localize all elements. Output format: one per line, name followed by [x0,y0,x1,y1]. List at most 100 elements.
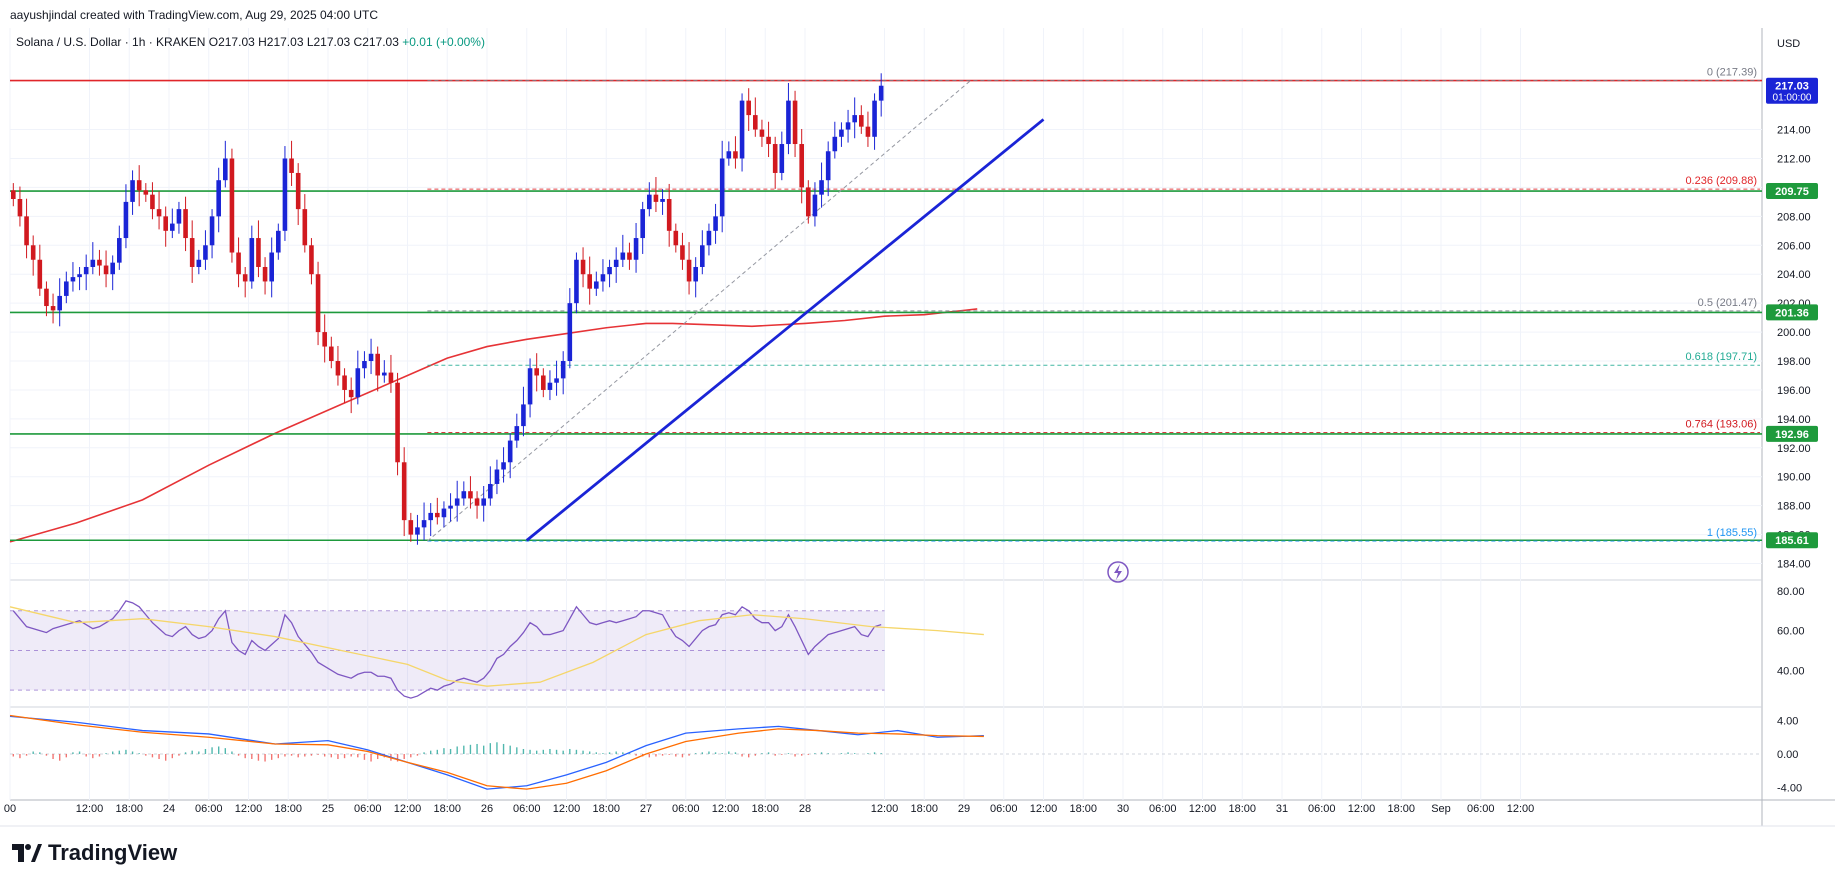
fib-level-label: 0.5 (201.47) [1698,297,1757,309]
candle-body [362,361,367,369]
time-tick-label: 18:00 [115,803,143,815]
candle-body [11,190,16,199]
symbol-info: Solana / U.S. Dollar · 1h · KRAKEN O217.… [16,35,485,49]
time-tick-label: 29 [958,803,970,815]
candle-body [753,115,758,130]
replay-icon-bolt [1114,564,1122,580]
candle-body [428,512,433,521]
candle-body [474,498,480,506]
candle-body [507,440,513,463]
candle-body [759,129,765,137]
time-tick-label: 18:00 [592,803,620,815]
candle-body [613,259,619,267]
tradingview-logo-icon [12,844,42,862]
candle-body [878,85,884,101]
moving-average-line [9,308,978,543]
candle-body [713,216,718,231]
candle-body [276,230,281,253]
candle-body [521,404,526,427]
tradingview-logo[interactable]: TradingView [12,840,177,866]
price-tick-label: 204.00 [1777,269,1811,281]
candle-body [315,274,321,333]
candle-body [209,216,215,246]
candle-body [368,353,374,362]
candle-body [322,332,327,347]
candle-body [580,259,586,275]
candle-body [534,368,539,376]
candle-body [481,498,486,506]
candle-body [541,375,546,390]
time-tick-label: 12:00 [553,803,581,815]
time-tick-label: 18:00 [751,803,779,815]
candle-body [488,483,493,499]
candle-body [262,266,268,282]
candle-body [600,274,606,282]
price-tick-label: 206.00 [1777,240,1811,252]
candle-body [196,259,202,267]
price-tick-label: 212.00 [1777,153,1811,165]
candle-body [77,274,82,278]
price-tick-label: 188.00 [1777,501,1811,513]
candle-body [242,274,248,282]
time-tick-label: 06:00 [1308,803,1336,815]
candle-body [348,389,354,398]
candle-body [83,266,89,275]
fib-level-label: 0 (217.39) [1707,67,1757,79]
candle-body [746,100,751,116]
rsi-line [12,600,882,699]
price-tick-label: 208.00 [1777,211,1811,223]
candle-body [766,136,771,145]
candle-body [44,288,49,307]
time-tick-label: 06:00 [195,803,223,815]
price-tick-label: 214.00 [1777,125,1811,137]
time-tick-label: 12:00 [394,803,422,815]
price-tick-label: 198.00 [1777,356,1811,368]
symbol-name[interactable]: Solana / U.S. Dollar · 1h · KRAKEN [16,35,206,49]
candle-body [130,180,135,202]
price-change: +0.01 (+0.00%) [402,35,485,49]
candle-body [256,238,261,267]
candle-body [382,372,387,376]
price-tick-label: 190.00 [1777,472,1811,484]
price-badge [1766,425,1818,442]
candle-body [408,520,414,535]
trendline [525,118,1045,542]
time-tick-label: 06:00 [513,803,541,815]
candle-body [812,194,818,217]
candle-body [719,158,725,217]
candle-body [527,368,533,405]
currency-label: USD [1777,38,1800,50]
candle-body [309,245,314,275]
time-tick-label: 06:00 [990,803,1018,815]
candle-body [249,238,255,282]
candle-body [342,375,347,390]
macd-line [9,715,984,790]
time-tick-label: 18:00 [274,803,302,815]
candle-body [666,198,672,231]
candle-body [189,238,195,267]
candle-body [733,151,738,159]
candle-body [375,353,380,376]
fib-level-label: 0.618 (197.71) [1685,351,1757,363]
ohlc-values: O217.03 H217.03 L217.03 C217.03 [208,35,399,49]
price-tick-label: 200.00 [1777,327,1811,339]
candle-body [620,252,626,260]
candle-body [441,508,447,518]
candle-body [183,209,188,239]
candle-body [448,505,453,509]
candle-body [594,281,599,289]
candle-body [30,245,36,260]
candle-body [295,172,301,210]
candle-body [110,262,115,275]
candle-body [587,274,592,289]
candle-body [514,426,520,441]
candle-body [792,100,798,145]
candle-body [647,194,652,210]
price-tick-label: 196.00 [1777,385,1811,397]
candle-body [726,151,732,159]
candle-body [468,491,473,499]
candle-body [653,194,659,202]
candle-body [302,209,308,246]
time-tick-label: 26 [481,803,493,815]
time-tick-label: 31 [1276,803,1288,815]
